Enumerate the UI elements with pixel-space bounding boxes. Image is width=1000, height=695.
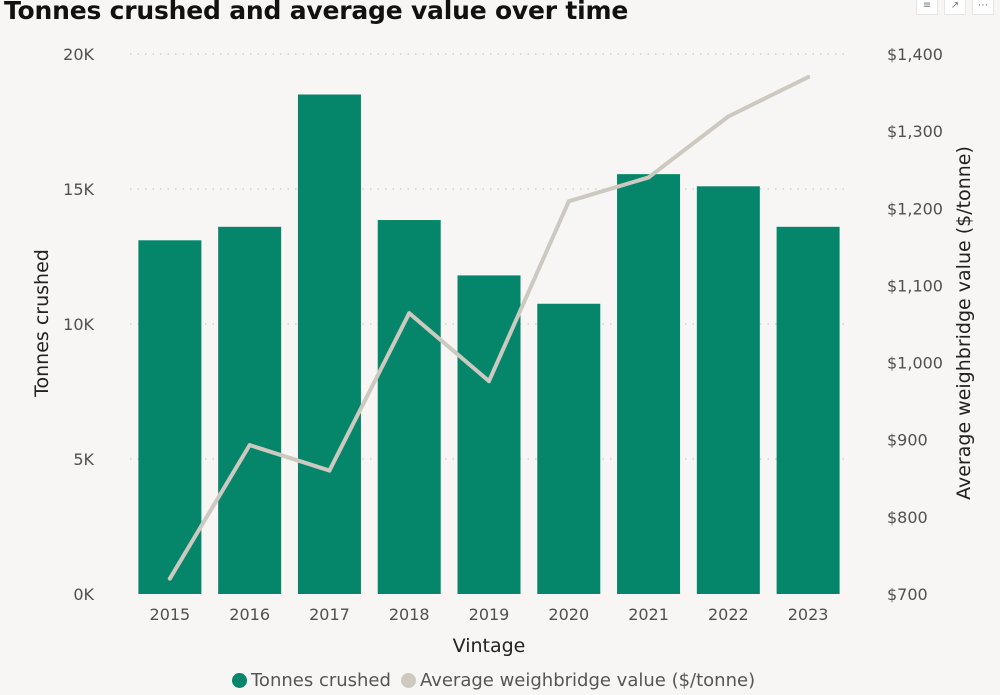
x-tick-label: 2023 <box>788 605 829 624</box>
x-axis-ticks: 2015 2016 2017 2018 2019 2020 2021 2022 2023 <box>150 605 829 624</box>
bar-series <box>138 94 840 595</box>
line-point-2018[interactable] <box>407 311 412 316</box>
bar-2023[interactable] <box>776 226 840 595</box>
line-point-2023[interactable] <box>806 75 811 80</box>
y2-tick-label: $1,000 <box>887 354 943 373</box>
x-tick-label: 2015 <box>150 605 191 624</box>
x-tick-label: 2017 <box>309 605 350 624</box>
y2-tick-label: $1,400 <box>887 45 943 64</box>
y2-axis-ticks: $700 $800 $900 $1,000 $1,100 $1,200 $1,300 $1,4… <box>887 45 943 604</box>
line-point-2022[interactable] <box>726 114 731 119</box>
bar-2022[interactable] <box>696 186 760 595</box>
line-point-2021[interactable] <box>646 175 651 180</box>
y-tick-label: 10K <box>63 315 94 334</box>
y-axis-title: Tonnes crushed <box>31 249 53 398</box>
bar-2020[interactable] <box>537 303 601 594</box>
y-tick-label: 20K <box>63 45 94 64</box>
x-tick-label: 2018 <box>389 605 430 624</box>
filter-icon[interactable]: ≡ <box>916 0 938 15</box>
chart-title: Tonnes crushed and average value over ti… <box>4 0 629 25</box>
line-point-2016[interactable] <box>247 443 252 448</box>
legend-swatch-tonnes <box>232 673 247 688</box>
x-tick-label: 2020 <box>548 605 589 624</box>
legend-label-avg-value: Average weighbridge value ($/tonne) <box>419 670 756 691</box>
legend-item-tonnes[interactable]: Tonnes crushed <box>232 670 391 691</box>
line-point-2019[interactable] <box>487 379 491 384</box>
x-tick-label: 2016 <box>229 605 270 624</box>
bar-2017[interactable] <box>297 94 361 595</box>
y2-tick-label: $800 <box>887 508 928 527</box>
bar-2018[interactable] <box>377 220 441 595</box>
y2-tick-label: $1,100 <box>887 276 943 295</box>
visual-header: ≡ ↗ ⋯ <box>916 0 994 15</box>
line-series <box>167 75 811 581</box>
y-tick-label: 5K <box>73 450 94 469</box>
y2-tick-label: $1,300 <box>887 122 943 141</box>
y2-tick-label: $1,200 <box>887 199 943 218</box>
more-options-icon[interactable]: ⋯ <box>972 0 994 15</box>
y2-tick-label: $700 <box>887 585 928 604</box>
x-tick-label: 2022 <box>708 605 749 624</box>
x-tick-label: 2021 <box>628 605 669 624</box>
focus-mode-icon[interactable]: ↗ <box>944 0 966 15</box>
x-tick-label: 2019 <box>469 605 510 624</box>
y2-tick-label: $900 <box>887 431 928 450</box>
bar-2016[interactable] <box>218 226 282 595</box>
bar-2015[interactable] <box>138 240 202 595</box>
bar-2021[interactable] <box>617 174 681 594</box>
line-point-2015[interactable] <box>167 576 172 581</box>
y-tick-label: 0K <box>73 585 94 604</box>
line-point-2017[interactable] <box>327 468 332 473</box>
x-axis-title: Vintage <box>453 635 526 657</box>
bar-2019[interactable] <box>457 275 521 594</box>
legend-item-avg-value[interactable]: Average weighbridge value ($/tonne) <box>400 670 756 691</box>
legend-label-tonnes: Tonnes crushed <box>251 670 391 691</box>
y-axis-ticks: 0K 5K 10K 15K 20K <box>63 45 94 604</box>
legend-swatch-avg-value <box>400 673 416 688</box>
legend: Tonnes crushed Average weighbridge value… <box>232 670 765 691</box>
y2-axis-title: Average weighbridge value ($/tonne) <box>953 146 975 500</box>
line-point-2020[interactable] <box>566 199 571 204</box>
y-tick-label: 15K <box>63 180 94 199</box>
